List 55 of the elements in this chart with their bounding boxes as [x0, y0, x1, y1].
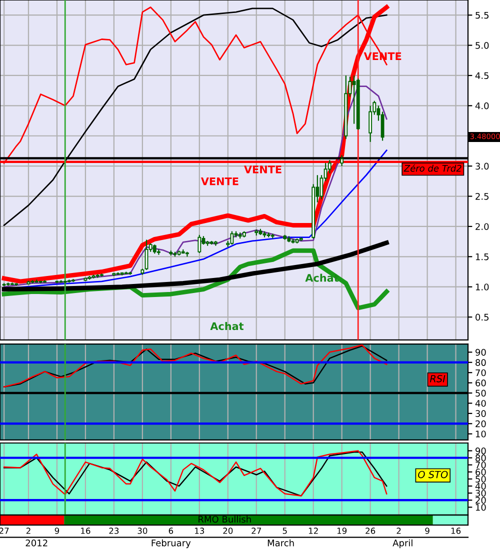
y-tick-label: 5.5: [476, 12, 489, 19]
ref-line-label: Zéro de Trd2: [404, 164, 462, 172]
annotation: O STO: [418, 470, 448, 478]
y-tick-label: 60: [476, 468, 486, 476]
annotation: RSI: [430, 374, 446, 382]
y-tick-label: 90: [476, 447, 486, 454]
x2-tick-label: February: [152, 539, 191, 548]
x-tick-label: 5: [282, 528, 287, 534]
x-tick-label: 19: [337, 528, 347, 534]
y-tick-label: 1.0: [476, 284, 489, 290]
annotation: Achat: [210, 322, 244, 330]
x-tick-label: 9: [425, 528, 430, 534]
x-tick-label: 9: [54, 528, 60, 534]
annotation: VENTE: [200, 178, 238, 186]
y-tick-label: 70: [476, 369, 486, 376]
y-tick-label: 10: [476, 430, 486, 438]
x-tick-label: 6: [168, 528, 174, 534]
y-tick-label: 50: [476, 390, 486, 397]
x-tick-label: 30: [138, 528, 148, 534]
x-tick-label: 12: [308, 528, 318, 534]
x-tick-label: 16: [81, 528, 90, 534]
y-tick-label: 5.0: [476, 42, 489, 49]
x-tick-label: 2: [396, 528, 401, 534]
x2-tick-label: March: [268, 539, 294, 546]
y-tick-label: 0.5: [476, 314, 489, 321]
x2-tick-label: 2012: [26, 540, 48, 546]
x2-tick-label: April: [392, 539, 412, 548]
text: RMO Bullish: [198, 516, 251, 523]
x-tick-label: 27: [252, 528, 261, 534]
x-tick-label: 16: [451, 528, 461, 534]
y-tick-label: 70: [476, 462, 486, 468]
y-tick-label: 60: [476, 380, 486, 386]
x-tick-label: 20: [223, 528, 233, 534]
y-tick-label: 50: [476, 476, 486, 483]
x-tick-label: 2: [26, 528, 30, 534]
y-tick-label: 80: [476, 454, 486, 462]
y-tick-label: 90: [476, 348, 486, 356]
y-tick-label: 2.0: [476, 223, 489, 230]
y-tick-label: 2.5: [476, 192, 489, 200]
y-tick-label: 4.0: [475, 102, 489, 110]
y-tick-label: 30: [476, 410, 486, 417]
annotation: VENTE: [244, 166, 282, 174]
y-tick-label: 80: [476, 359, 486, 366]
y-tick-label: 40: [475, 482, 486, 490]
y-tick-label: 3.0: [476, 162, 489, 170]
x-tick-label: 26: [366, 528, 376, 534]
y-tick-label: 40: [475, 400, 486, 407]
x-tick-label: 13: [195, 528, 204, 534]
y-tick-label: 4.5: [475, 72, 489, 80]
x-tick-label: 23: [109, 528, 119, 534]
y-tick-label: 20: [476, 496, 486, 504]
y-tick-label: 30: [476, 490, 486, 497]
y-tick-label: 20: [476, 420, 486, 428]
y-tick-label: 1.5: [476, 254, 489, 260]
y-tick-label: 10: [476, 504, 486, 511]
